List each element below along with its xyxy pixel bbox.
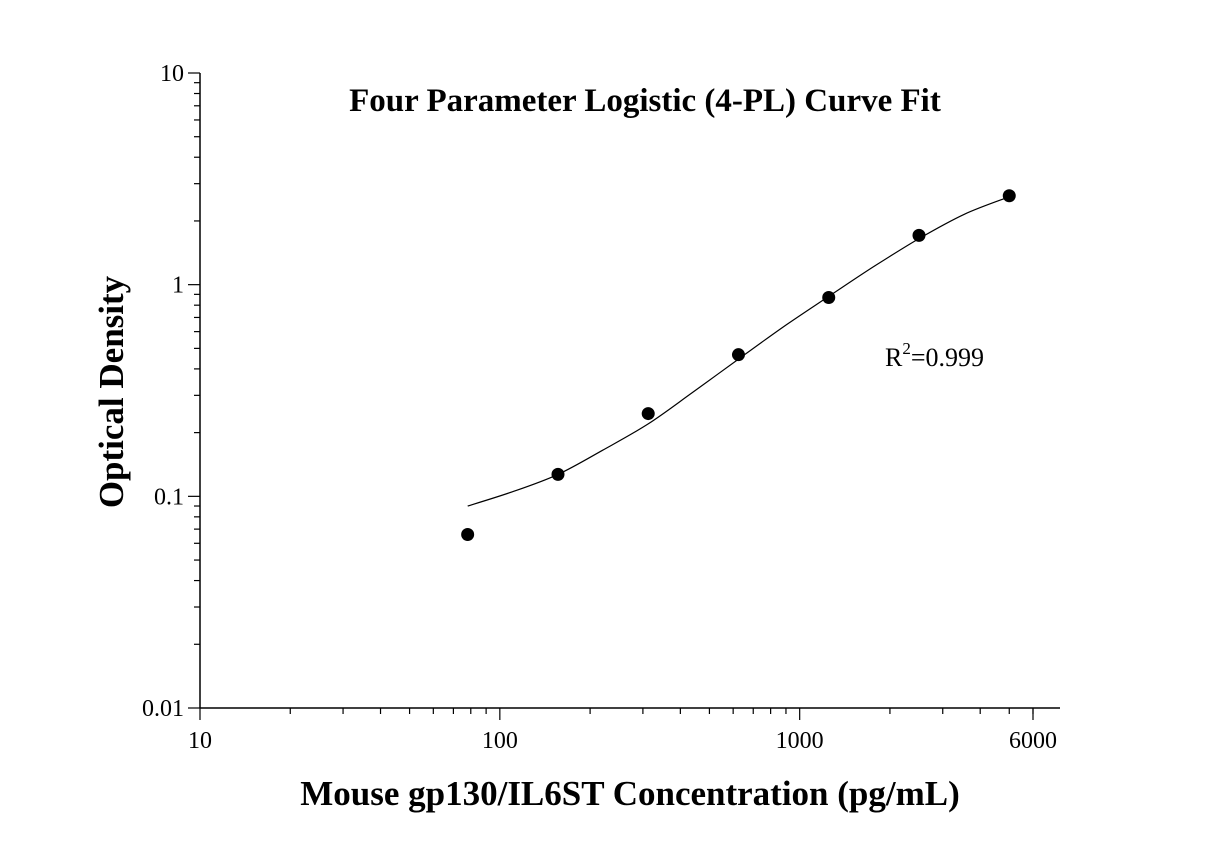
x-tick-label: 6000 [1009, 728, 1057, 754]
data-point [641, 407, 655, 421]
data-point [551, 467, 565, 481]
r-squared-base: R [885, 343, 903, 372]
r-squared-superscript: 2 [902, 339, 911, 358]
data-point [822, 290, 836, 304]
r-squared-value: =0.999 [911, 343, 984, 372]
x-tick-label: 10 [188, 728, 212, 754]
x-axis-ticks: 10 100 1000 6000 [188, 708, 1057, 754]
y-axis-ticks: 0.01 0.1 1 10 [142, 61, 200, 722]
y-tick-label: 10 [160, 61, 184, 87]
data-point [1002, 189, 1016, 203]
y-axis-title: Optical Density [92, 275, 131, 508]
y-tick-label: 0.1 [154, 484, 184, 510]
x-tick-label: 1000 [776, 728, 824, 754]
r-squared-annotation: R2=0.999 [885, 339, 984, 372]
y-tick-label: 1 [172, 273, 184, 299]
x-axis-title: Mouse gp130/IL6ST Concentration (pg/mL) [300, 774, 960, 813]
data-point [731, 348, 745, 362]
data-points [461, 189, 1016, 542]
data-point [461, 528, 475, 542]
y-tick-label: 0.01 [142, 696, 184, 722]
data-point [912, 228, 926, 242]
x-tick-label: 100 [482, 728, 518, 754]
chart-title: Four Parameter Logistic (4-PL) Curve Fit [349, 83, 941, 119]
